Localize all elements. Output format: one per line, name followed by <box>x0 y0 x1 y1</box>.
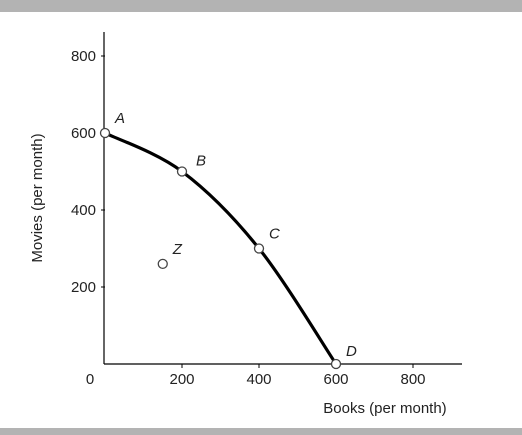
x-axis-label: Books (per month) <box>323 400 446 417</box>
point-label-c: C <box>269 226 280 243</box>
x-tick-label-200: 200 <box>169 371 194 388</box>
point-label-a: A <box>114 110 125 127</box>
point-c <box>253 243 265 254</box>
ppf-curve <box>104 131 338 365</box>
x-tick-label-800: 800 <box>400 371 425 388</box>
point-label-b: B <box>196 153 206 170</box>
bottom-border-bar <box>0 428 522 435</box>
x-tick-label-400: 400 <box>246 371 271 388</box>
y-tick-label-200: 200 <box>71 279 96 296</box>
y-tick-label-800: 800 <box>71 48 96 65</box>
y-axis-label: Movies (per month) <box>29 133 46 262</box>
point-a <box>99 127 111 139</box>
point-label-d: D <box>346 343 357 360</box>
point-z <box>157 258 168 270</box>
x-tick-label-0: 0 <box>86 371 94 388</box>
y-tick-label-600: 600 <box>71 125 96 142</box>
top-border-bar <box>0 0 522 12</box>
y-tick-label-400: 400 <box>71 202 96 219</box>
x-tick-label-600: 600 <box>323 371 348 388</box>
point-label-z: Z <box>172 241 183 258</box>
point-d <box>330 358 342 370</box>
point-b <box>176 166 188 177</box>
points-group: A B C D Z <box>99 110 357 370</box>
tick-group: 0 200 400 600 800 200 400 600 800 <box>71 48 426 388</box>
curve-group <box>104 131 338 365</box>
